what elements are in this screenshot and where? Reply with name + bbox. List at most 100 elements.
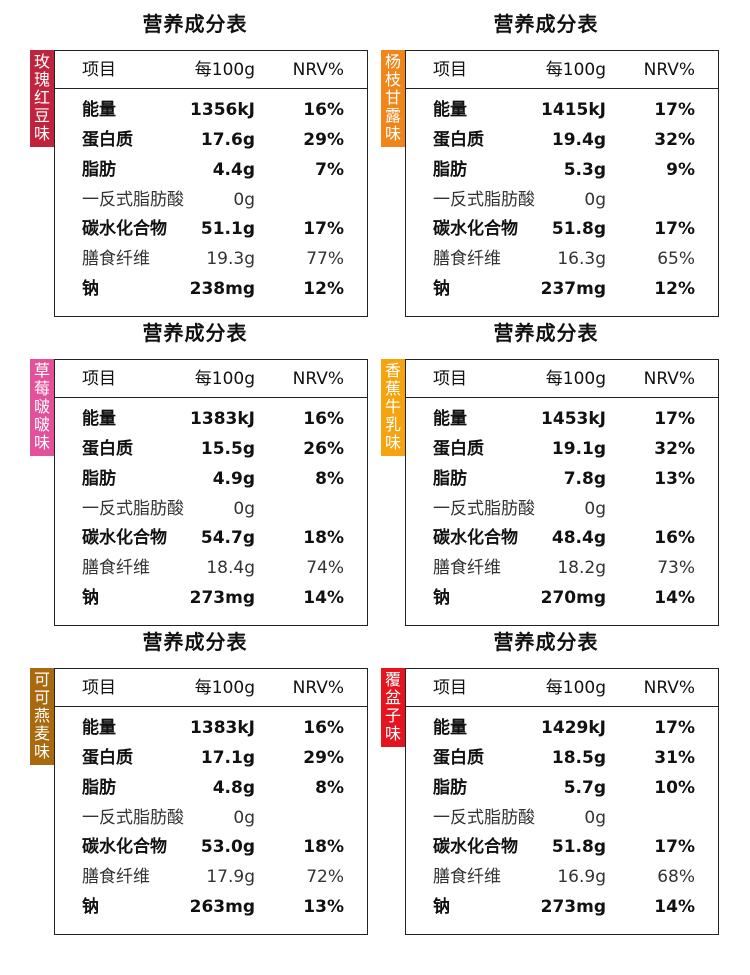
nutrient-value: 237mg (540, 279, 606, 299)
nutrient-nrv: 68% (657, 867, 695, 887)
nutrition-table: 项目 每100g NRV% 能量 1383kJ 16% 蛋白质 17.1g 29% 脂肪 4.8g 8… (54, 668, 368, 935)
table-row: 钠 263mg 13% (55, 892, 367, 922)
nutrient-nrv: 12% (654, 279, 695, 299)
flavor-char: 啵 (33, 397, 50, 416)
table-row: 碳水化合物 53.0g 18% (55, 832, 367, 862)
flavor-tag: 杨枝甘露味 (381, 50, 405, 147)
flavor-char: 牛 (384, 397, 401, 416)
nutrient-value: 53.0g (200, 837, 255, 857)
nutrient-nrv: 16% (303, 409, 344, 429)
header-nrv: NRV% (643, 678, 695, 698)
header-per-100g: 每100g (545, 60, 606, 80)
table-row: 膳食纤维 19.3g 77% (55, 244, 367, 274)
table-row: 钠 238mg 12% (55, 274, 367, 304)
nutrient-value: 1429kJ (541, 718, 606, 738)
nutrient-name: 钠 (82, 588, 99, 608)
nutrient-nrv: 17% (654, 409, 695, 429)
nutrient-nrv: 17% (303, 219, 344, 239)
nutrient-value: 238mg (189, 279, 255, 299)
nutrient-name: 脂肪 (433, 778, 467, 798)
nutrient-name: 膳食纤维 (433, 558, 501, 578)
panel-title: 营养成分表 (142, 321, 248, 345)
nutrient-value: 5.3g (563, 160, 606, 180)
nutrient-value: 18.5g (551, 748, 606, 768)
table-row: 蛋白质 17.6g 29% (55, 125, 367, 155)
nutrient-nrv: 17% (654, 837, 695, 857)
nutrient-value: 48.4g (551, 528, 606, 548)
nutrient-value: 54.7g (200, 528, 255, 548)
table-row: 一反式脂肪酸 0g (55, 803, 367, 833)
nutrient-value: 1356kJ (190, 100, 255, 120)
nutrient-value: 19.3g (206, 249, 255, 269)
nutrient-value: 51.1g (200, 219, 255, 239)
nutrient-name: 钠 (82, 897, 99, 917)
table-row: 膳食纤维 18.4g 74% (55, 553, 367, 583)
table-row: 碳水化合物 51.8g 17% (406, 214, 718, 244)
table-row: 蛋白质 15.5g 26% (55, 434, 367, 464)
nutrient-name: 膳食纤维 (433, 249, 501, 269)
table-row: 能量 1429kJ 17% (406, 713, 718, 743)
nutrient-nrv: 65% (657, 249, 695, 269)
nutrient-value: 273mg (189, 588, 255, 608)
header-item: 项目 (82, 369, 116, 389)
nutrient-value: 16.3g (557, 249, 606, 269)
nutrient-nrv: 10% (654, 778, 695, 798)
flavor-char: 杨 (384, 52, 401, 71)
header-item: 项目 (433, 678, 467, 698)
table-row: 脂肪 4.4g 7% (55, 155, 367, 185)
header-per-100g: 每100g (194, 678, 255, 698)
nutrient-value: 19.4g (551, 130, 606, 150)
nutrient-name: 钠 (82, 279, 99, 299)
nutrient-value: 51.8g (551, 219, 606, 239)
table-row: 蛋白质 19.1g 32% (406, 434, 718, 464)
flavor-char: 麦 (33, 724, 50, 743)
nutrient-name: 膳食纤维 (82, 867, 150, 887)
header-per-100g: 每100g (194, 369, 255, 389)
table-row: 能量 1356kJ 16% (55, 95, 367, 125)
nutrition-table: 项目 每100g NRV% 能量 1453kJ 17% 蛋白质 19.1g 32% 脂肪 7.8g 1… (405, 359, 719, 626)
header-per-100g: 每100g (194, 60, 255, 80)
nutrient-name: 蛋白质 (82, 130, 133, 150)
panel-title: 营养成分表 (493, 321, 599, 345)
nutrient-name: 碳水化合物 (433, 219, 518, 239)
header-nrv: NRV% (292, 369, 344, 389)
nutrient-name: 钠 (433, 588, 450, 608)
flavor-char: 燕 (33, 706, 50, 725)
table-row: 蛋白质 18.5g 31% (406, 743, 718, 773)
table-row: 碳水化合物 51.8g 17% (406, 832, 718, 862)
nutrient-name: 一反式脂肪酸 (82, 808, 184, 828)
flavor-char: 覆 (384, 670, 401, 689)
panel-title: 营养成分表 (142, 12, 248, 36)
table-header: 项目 每100g NRV% (55, 360, 367, 398)
nutrient-value: 15.5g (200, 439, 255, 459)
nutrient-name: 钠 (433, 897, 450, 917)
nutrient-nrv: 17% (654, 718, 695, 738)
header-item: 项目 (433, 60, 467, 80)
flavor-tag: 玫瑰红豆味 (30, 50, 54, 147)
nutrient-name: 碳水化合物 (82, 219, 167, 239)
nutrient-nrv: 12% (303, 279, 344, 299)
nutrient-value: 0g (233, 499, 255, 519)
nutrient-name: 蛋白质 (82, 748, 133, 768)
nutrient-nrv: 77% (306, 249, 344, 269)
table-header: 项目 每100g NRV% (55, 51, 367, 89)
panel-title: 营养成分表 (493, 12, 599, 36)
table-row: 能量 1383kJ 16% (55, 713, 367, 743)
table-row: 膳食纤维 16.3g 65% (406, 244, 718, 274)
nutrient-value: 18.4g (206, 558, 255, 578)
table-row: 钠 273mg 14% (55, 583, 367, 613)
table-row: 蛋白质 17.1g 29% (55, 743, 367, 773)
nutrient-nrv: 32% (654, 130, 695, 150)
nutrient-nrv: 16% (303, 100, 344, 120)
nutrient-name: 蛋白质 (82, 439, 133, 459)
nutrient-value: 51.8g (551, 837, 606, 857)
flavor-char: 玫 (33, 52, 50, 71)
flavor-char: 香 (384, 361, 401, 380)
flavor-char: 子 (384, 706, 401, 725)
table-row: 钠 273mg 14% (406, 892, 718, 922)
nutrient-name: 脂肪 (82, 160, 116, 180)
nutrient-value: 17.1g (200, 748, 255, 768)
nutrient-name: 一反式脂肪酸 (82, 499, 184, 519)
nutrient-name: 蛋白质 (433, 439, 484, 459)
table-row: 碳水化合物 54.7g 18% (55, 523, 367, 553)
